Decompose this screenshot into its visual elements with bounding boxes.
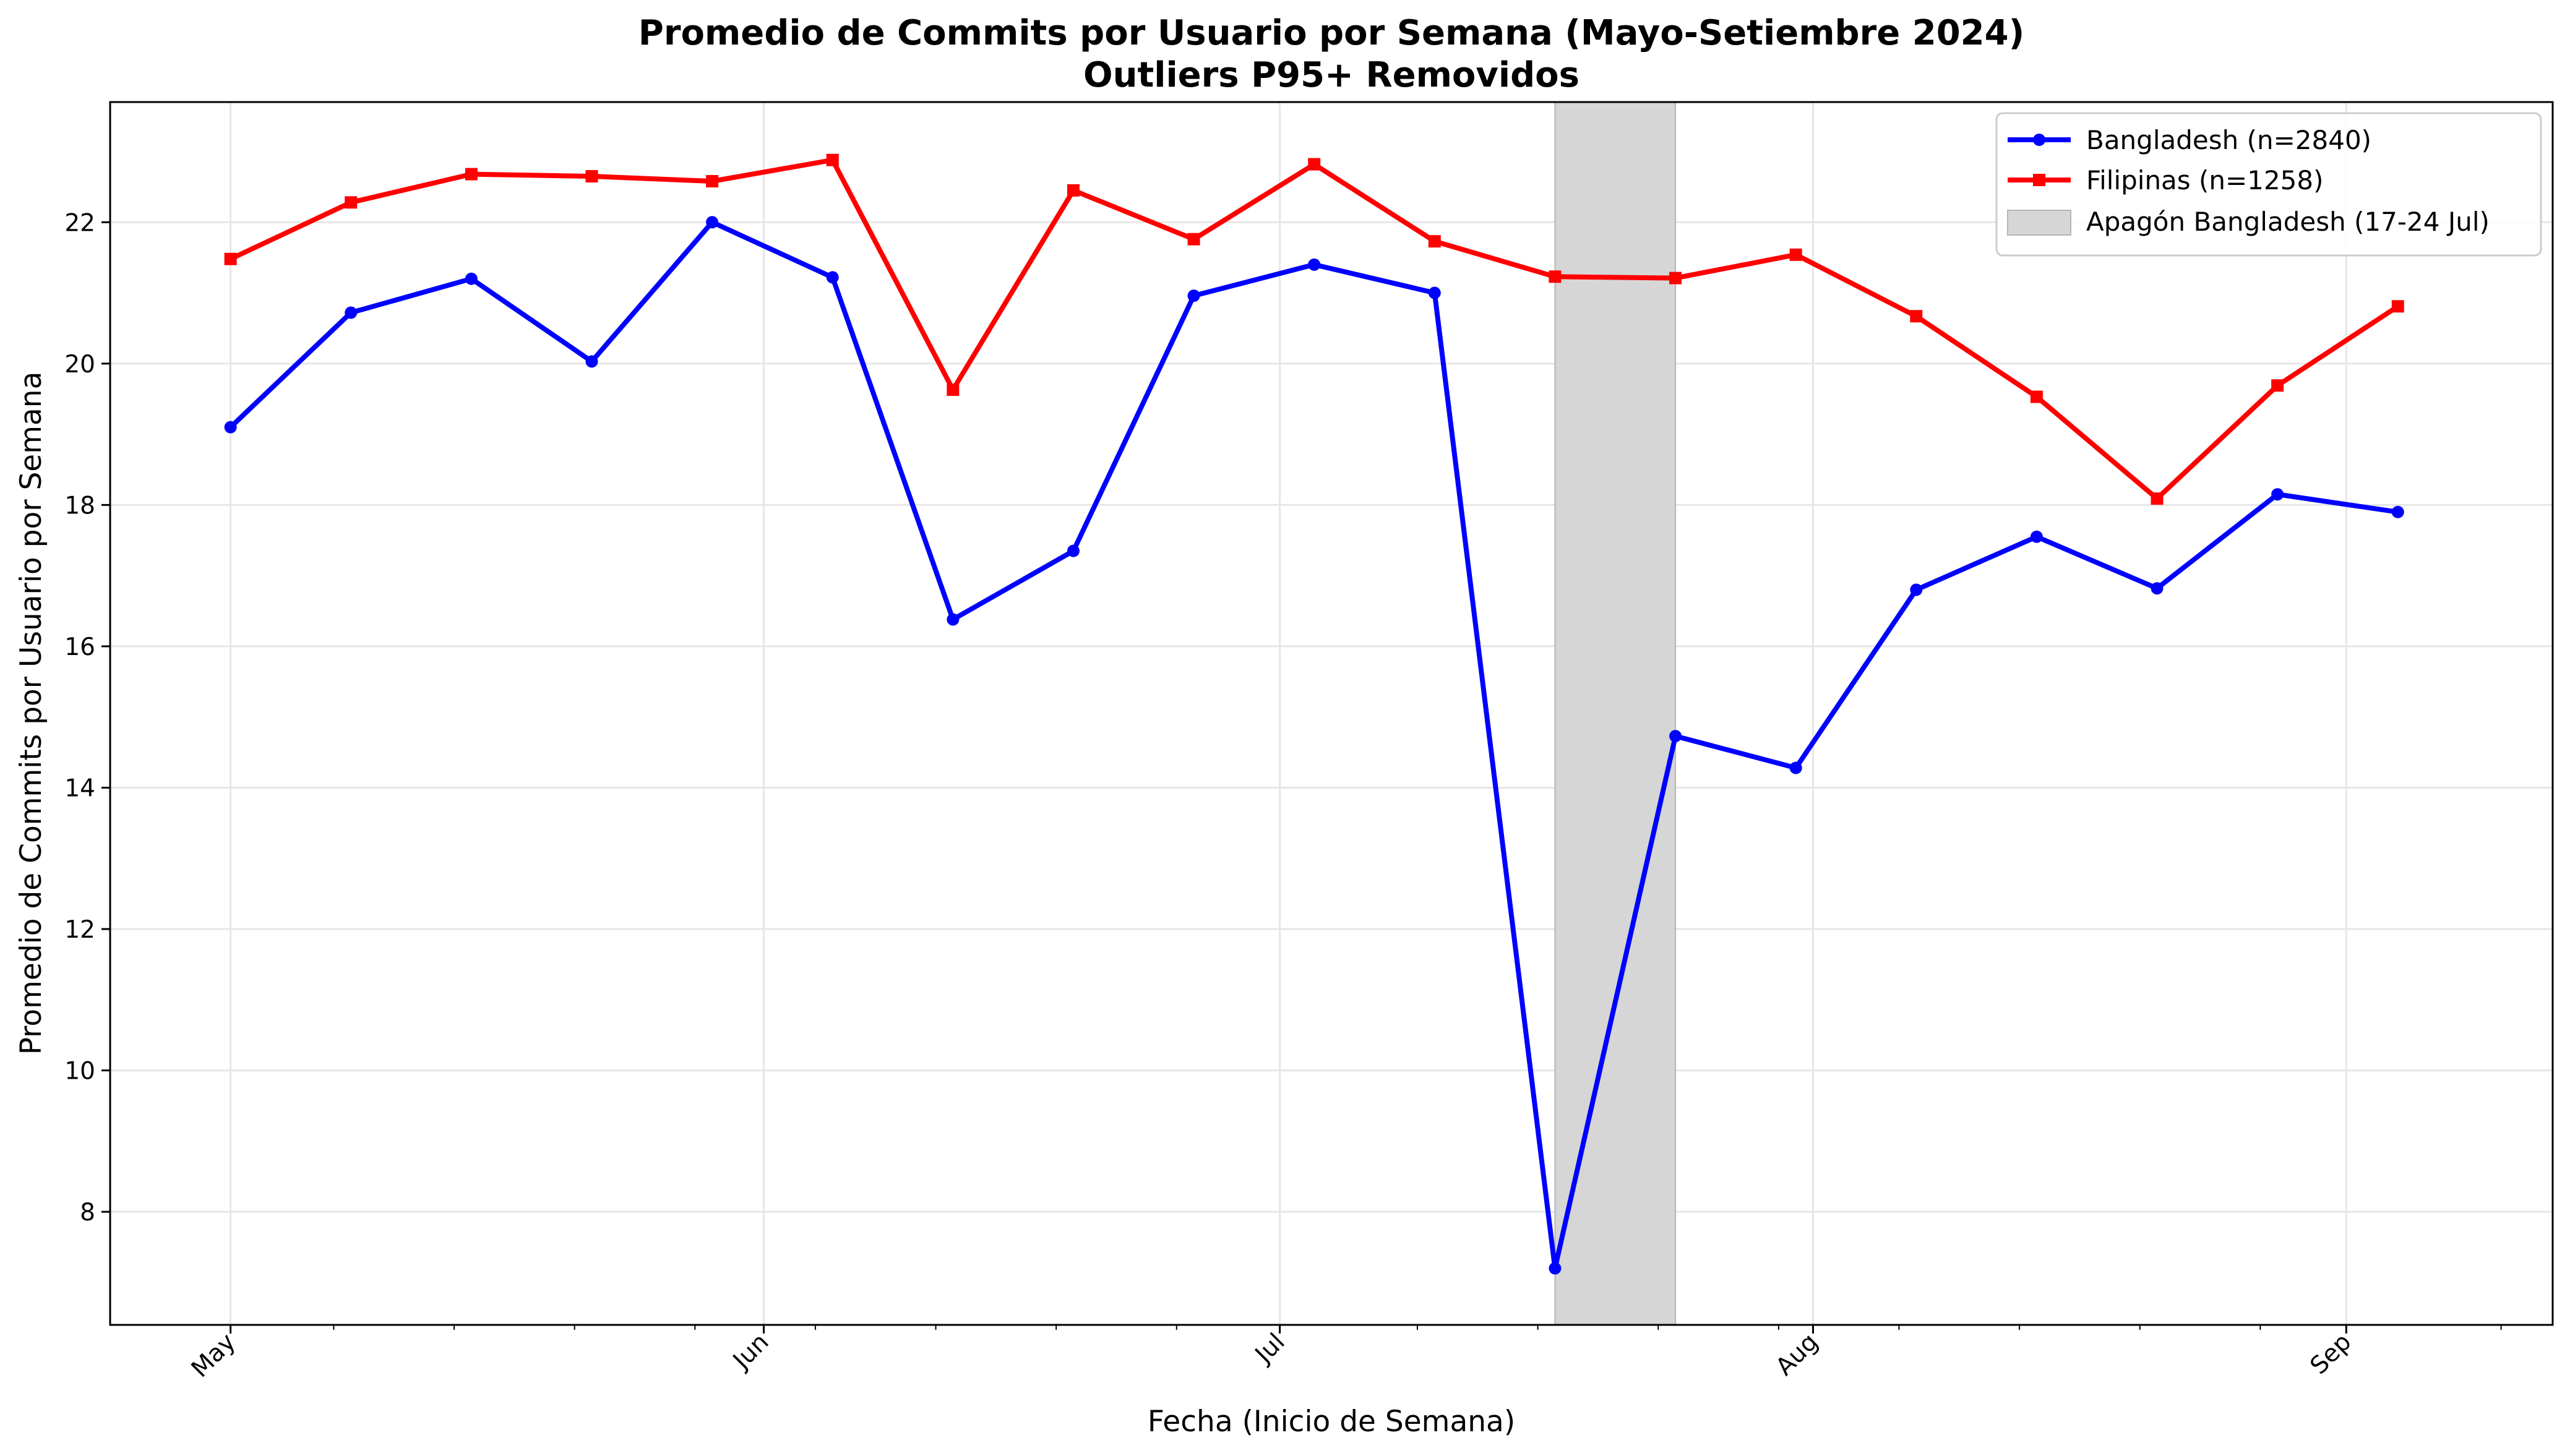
grid [110,102,2553,1325]
data-point-bangladesh [1910,583,1923,596]
data-point-bangladesh [585,355,598,368]
x-tick-label: Jul [1248,1328,1290,1369]
y-tick-label: 22 [64,209,95,237]
data-point-filipinas [2271,379,2284,392]
x-axis-label: Fecha (Inicio de Semana) [1148,1405,1515,1439]
chart-title: Promedio de Commits por Usuario por Sema… [638,13,2024,53]
series-lines [224,153,2404,1275]
data-point-bangladesh [465,272,478,285]
data-point-filipinas [224,252,237,265]
data-point-filipinas [826,153,839,166]
shaded-regions [1554,101,1677,1325]
data-point-filipinas [1308,158,1321,171]
data-point-filipinas [1669,272,1682,285]
data-point-filipinas [1067,184,1080,197]
y-tick-label: 12 [64,916,95,944]
legend-apagon-label: Apagón Bangladesh (17-24 Jul) [2086,207,2490,237]
chart-subtitle: Outliers P95+ Removidos [1083,55,1579,95]
y-axis-label: Promedio de Commits por Usuario por Sema… [14,372,48,1055]
legend-apagon-swatch [2007,210,2071,236]
data-point-bangladesh [2151,582,2164,595]
legend-filipinas-marker [2033,174,2045,186]
y-tick-label: 20 [64,351,95,379]
data-point-filipinas [947,383,960,396]
plot-frame [109,101,2554,1326]
x-axis: May Jun Jul Aug Sep [186,1325,2502,1383]
data-point-filipinas [585,169,598,182]
data-point-bangladesh [826,271,839,284]
data-point-bangladesh [2271,488,2284,501]
legend-box [1995,112,2542,257]
data-point-filipinas [1187,233,1200,246]
data-point-bangladesh [1187,289,1200,302]
y-tick-label: 8 [80,1199,95,1227]
legend-bangladesh-marker [2033,134,2045,146]
x-tick-label: Sep [2305,1328,2357,1380]
data-point-bangladesh [2030,530,2043,543]
y-tick-label: 14 [64,774,95,802]
series-line-bangladesh [228,220,2399,1271]
data-point-bangladesh [1067,544,1080,557]
data-point-bangladesh [345,306,358,319]
data-point-bangladesh [947,613,960,626]
x-tick-label: Jun [727,1328,775,1376]
data-point-filipinas [2151,492,2164,505]
data-point-filipinas [1789,248,1802,261]
data-point-bangladesh [1549,1262,1562,1275]
data-point-filipinas [1428,235,1441,248]
legend: Bangladesh (n=2840) Filipinas (n=1258) A… [1995,112,2542,257]
data-point-bangladesh [1428,286,1441,299]
x-tick-label: Aug [1771,1328,1824,1381]
y-axis: 8 10 12 14 16 18 20 22 [64,209,110,1227]
shaded-region-apagon [1554,101,1677,1325]
data-point-bangladesh [2391,505,2404,518]
legend-bangladesh-label: Bangladesh (n=2840) [2086,125,2371,155]
y-tick-label: 10 [64,1058,95,1086]
y-tick-label: 16 [64,633,95,661]
data-point-filipinas [2391,300,2404,313]
x-tick-label: May [186,1328,241,1383]
data-point-filipinas [706,174,719,187]
data-point-bangladesh [706,216,719,229]
data-point-filipinas [2030,390,2043,403]
data-point-filipinas [1910,310,1923,323]
data-point-filipinas [465,168,478,181]
y-tick-label: 18 [64,492,95,520]
data-point-bangladesh [1308,258,1321,271]
data-point-filipinas [345,196,358,209]
legend-filipinas-label: Filipinas (n=1258) [2086,165,2324,195]
data-point-filipinas [1549,270,1562,283]
data-point-bangladesh [1669,730,1682,743]
data-point-bangladesh [224,421,237,434]
data-point-bangladesh [1789,761,1802,774]
